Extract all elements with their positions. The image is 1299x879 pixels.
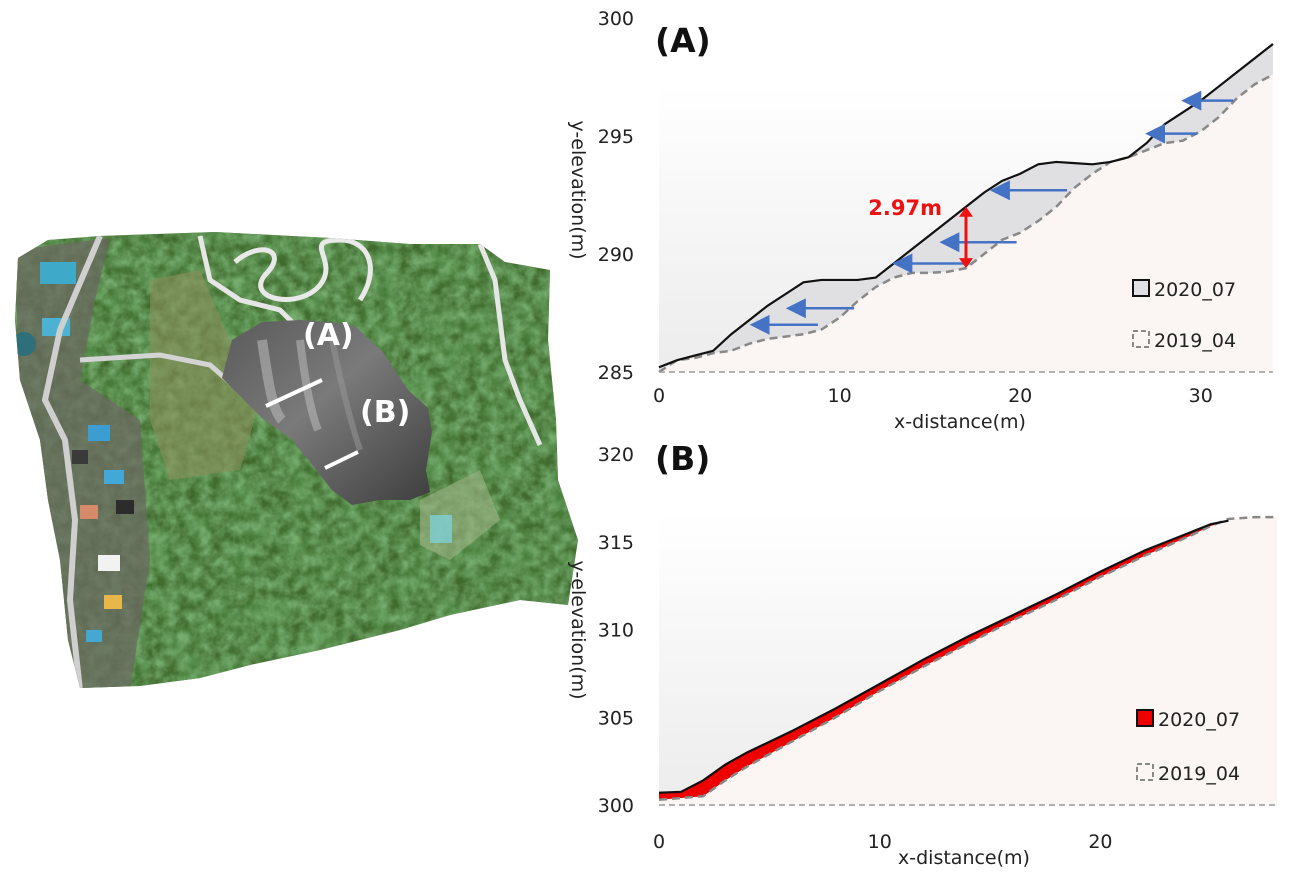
chart-a-panel-label: (A) (655, 21, 711, 60)
chart-b-legend-2020: 2020_07 (1158, 709, 1240, 731)
chart-b-ytick: 315 (598, 532, 634, 554)
chart-a-displacement-label: 2.97m (868, 196, 942, 220)
chart-a-xlabel: x-distance(m) (894, 411, 1026, 433)
map-label-a: (A) (303, 318, 354, 353)
chart-b-xlabel: x-distance(m) (898, 847, 1030, 869)
chart-b: (B) 0 10 20 300 305 310 315 320 x-distance(m) y… (567, 439, 1277, 869)
chart-a-ground-area (659, 74, 1273, 372)
chart-a-xtick: 30 (1189, 385, 1213, 407)
chart-b-xtick: 10 (868, 831, 892, 853)
profile-line-b (324, 450, 359, 470)
chart-b-legend-swatch-2020 (1136, 709, 1154, 727)
aerial-orthophoto: (A) (B) (15, 232, 578, 688)
chart-a-xtick: 10 (827, 385, 851, 407)
chart-b-deposit-area (659, 520, 1229, 800)
chart-b-panel-label: (B) (655, 439, 710, 478)
chart-a-displacement-arrowhead-top (959, 206, 973, 217)
chart-a-legend-2020: 2020_07 (1154, 279, 1236, 301)
chart-a-xtick: 0 (653, 385, 665, 407)
chart-b-series-2020-line (658, 519, 1229, 794)
chart-b-ytick: 310 (598, 620, 634, 642)
chart-b-legend-swatch-2019 (1136, 763, 1154, 781)
chart-a-legend-swatch-2019 (1132, 330, 1150, 348)
chart-a-legend-2019: 2019_04 (1154, 330, 1236, 352)
chart-b-legend-2019: 2019_04 (1158, 763, 1240, 785)
chart-a-ytick: 295 (598, 126, 634, 148)
chart-a-ylabel: y-elevation(m) (567, 120, 589, 259)
chart-b-ytick: 320 (598, 444, 634, 466)
chart-b-ytick: 300 (598, 795, 634, 817)
chart-a-ytick: 290 (598, 244, 634, 266)
chart-b-xtick: 0 (653, 831, 665, 853)
chart-a-displacement-arrowhead-bottom (959, 258, 973, 269)
chart-b-xtick: 20 (1088, 831, 1112, 853)
chart-a-xtick: 20 (1008, 385, 1032, 407)
chart-b-ytick: 305 (598, 707, 634, 729)
chart-b-ylabel: y-elevation(m) (567, 560, 589, 699)
profile-line-a (265, 378, 323, 408)
chart-a-legend-swatch-2020 (1132, 279, 1150, 297)
chart-a-ytick: 300 (598, 8, 634, 30)
map-label-b: (B) (360, 395, 410, 430)
chart-b-series-2019-line (658, 515, 1277, 801)
chart-b-ground-area (659, 517, 1277, 805)
chart-a-ytick: 285 (598, 362, 634, 384)
chart-a: (A) 2.97m 0 10 20 30 285 290 295 300 x-distance… (567, 8, 1274, 433)
